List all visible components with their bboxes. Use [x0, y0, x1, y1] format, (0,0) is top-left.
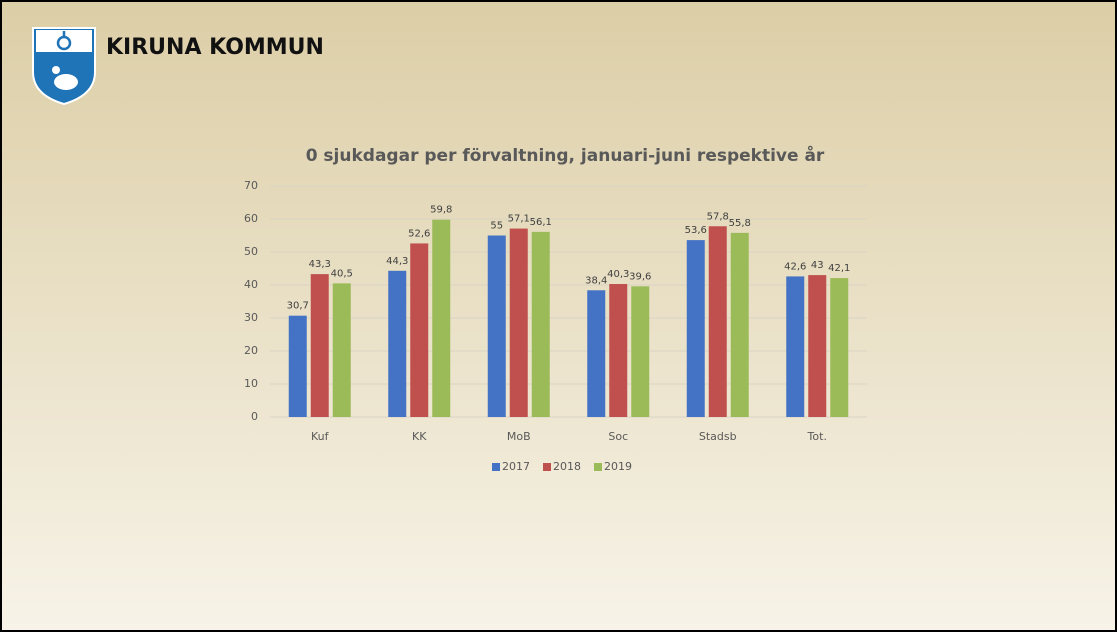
data-label: 40,3 [607, 269, 629, 280]
logo [32, 27, 96, 106]
x-tick-label: Tot. [807, 430, 827, 443]
y-tick-label: 40 [244, 278, 258, 291]
bar [487, 235, 506, 417]
data-label: 39,6 [629, 271, 651, 282]
legend-label: 2017 [502, 460, 530, 473]
bar [730, 232, 749, 417]
data-label: 44,3 [386, 256, 408, 267]
bar [531, 231, 550, 417]
x-tick-label: Kuf [311, 430, 330, 443]
x-tick-label: Soc [608, 430, 628, 443]
data-label: 42,6 [784, 261, 806, 272]
x-tick-label: Stadsb [699, 430, 737, 443]
x-tick-label: MoB [507, 430, 531, 443]
bar [631, 286, 650, 417]
legend-swatch [492, 463, 500, 471]
x-tick-label: KK [412, 430, 427, 443]
header-title: KIRUNA KOMMUN [106, 35, 324, 60]
data-label: 43 [811, 260, 824, 271]
bar [432, 219, 451, 417]
y-tick-label: 50 [244, 245, 258, 258]
y-tick-label: 60 [244, 212, 258, 225]
bar [587, 290, 606, 417]
bar [708, 226, 727, 417]
bar [310, 274, 329, 417]
legend-swatch [594, 463, 602, 471]
data-label: 56,1 [530, 217, 552, 228]
bar [509, 228, 528, 417]
bar [830, 278, 849, 417]
y-tick-label: 30 [244, 311, 258, 324]
data-label: 43,3 [309, 259, 331, 270]
y-tick-label: 70 [244, 179, 258, 192]
y-tick-label: 10 [244, 377, 258, 390]
data-label: 52,6 [408, 228, 430, 239]
data-label: 55,8 [729, 218, 751, 229]
data-label: 40,5 [331, 268, 353, 279]
data-label: 57,1 [508, 214, 530, 225]
bar [332, 283, 351, 417]
data-label: 55 [490, 221, 503, 232]
y-tick-label: 20 [244, 344, 258, 357]
data-label: 42,1 [828, 263, 850, 274]
data-label: 53,6 [685, 225, 707, 236]
data-label: 59,8 [430, 205, 452, 216]
bar [808, 275, 827, 417]
bar [786, 276, 805, 417]
bar [686, 240, 705, 417]
bar [410, 243, 429, 417]
legend-label: 2018 [553, 460, 581, 473]
bar [288, 315, 307, 417]
data-label: 38,4 [585, 275, 607, 286]
legend-swatch [543, 463, 551, 471]
chart-title: 0 sjukdagar per förvaltning, januari-jun… [306, 144, 825, 166]
legend-label: 2019 [604, 460, 632, 473]
bar [609, 284, 628, 417]
bar [388, 270, 407, 417]
data-label: 57,8 [707, 211, 729, 222]
y-tick-label: 0 [251, 410, 258, 423]
data-label: 30,7 [287, 301, 309, 312]
